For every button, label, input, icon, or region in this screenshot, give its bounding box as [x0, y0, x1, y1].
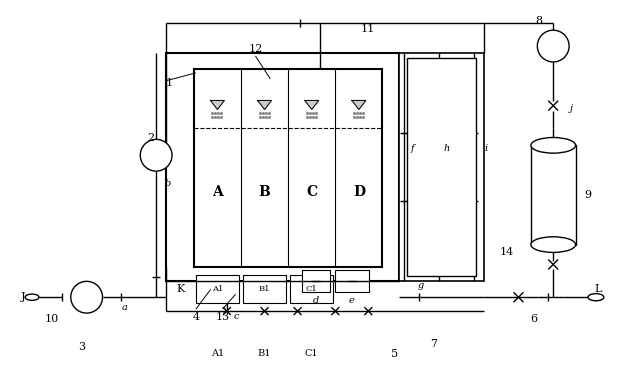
- Text: 12: 12: [248, 44, 262, 54]
- Bar: [399, 53, 484, 281]
- Text: K: K: [177, 284, 185, 294]
- Circle shape: [537, 30, 569, 62]
- Polygon shape: [305, 101, 318, 109]
- Ellipse shape: [531, 138, 575, 153]
- Text: C1: C1: [306, 285, 318, 293]
- Text: 10: 10: [45, 314, 59, 324]
- Text: B1: B1: [259, 285, 271, 293]
- Ellipse shape: [25, 294, 39, 300]
- Ellipse shape: [531, 237, 575, 253]
- Circle shape: [140, 139, 172, 171]
- Text: A: A: [212, 185, 223, 199]
- Text: g: g: [418, 281, 424, 290]
- Text: C: C: [306, 185, 317, 199]
- Bar: [194, 69, 383, 267]
- Text: 5: 5: [391, 349, 398, 359]
- Text: B1: B1: [258, 349, 271, 358]
- Text: c: c: [234, 312, 239, 320]
- Text: 11: 11: [361, 24, 374, 34]
- Text: 6: 6: [530, 314, 537, 324]
- Text: a: a: [121, 303, 128, 312]
- Text: C1: C1: [305, 349, 318, 358]
- Ellipse shape: [588, 294, 604, 301]
- Text: i: i: [484, 144, 487, 154]
- Bar: [302, 271, 330, 292]
- Bar: [335, 271, 369, 292]
- Text: 8: 8: [535, 16, 542, 26]
- Text: 7: 7: [430, 339, 438, 349]
- Text: D: D: [353, 185, 365, 199]
- Circle shape: [71, 281, 103, 313]
- Text: J: J: [21, 292, 25, 302]
- Text: 1: 1: [165, 78, 173, 88]
- Text: 13: 13: [216, 312, 230, 322]
- Bar: [531, 145, 575, 245]
- Bar: [166, 53, 399, 281]
- Text: B: B: [259, 185, 271, 199]
- Polygon shape: [210, 101, 225, 109]
- Text: j: j: [570, 104, 573, 113]
- Bar: [196, 275, 239, 303]
- Polygon shape: [352, 101, 366, 109]
- Text: 9: 9: [585, 190, 592, 200]
- Text: 2: 2: [147, 133, 155, 143]
- Text: 14: 14: [499, 247, 514, 256]
- Text: f: f: [411, 144, 414, 154]
- Text: 3: 3: [78, 342, 85, 352]
- Text: A1: A1: [211, 285, 223, 293]
- Bar: [407, 58, 476, 276]
- Bar: [243, 275, 286, 303]
- Polygon shape: [258, 101, 272, 109]
- Text: b: b: [165, 179, 171, 187]
- Text: d: d: [313, 296, 319, 305]
- Text: A1: A1: [211, 349, 224, 358]
- Text: h: h: [444, 144, 450, 154]
- Text: e: e: [349, 296, 355, 305]
- Text: 4: 4: [192, 312, 200, 322]
- Text: L: L: [594, 284, 601, 294]
- Bar: [290, 275, 333, 303]
